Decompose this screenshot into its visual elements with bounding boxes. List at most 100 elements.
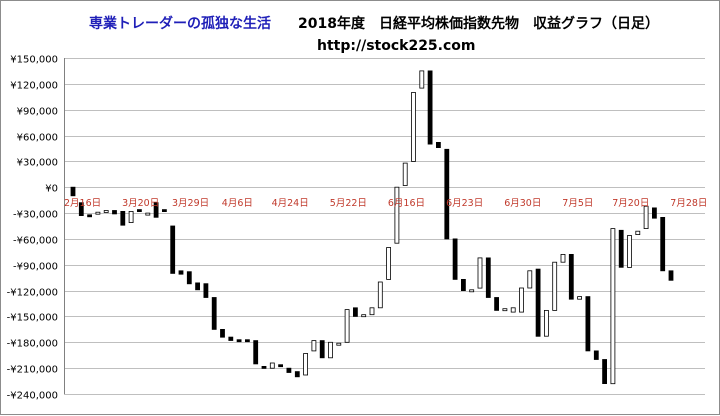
y-tick-label: -¥30,000 (13, 210, 58, 221)
blog-title: 専業トレーダーの孤独な生活 (89, 15, 271, 32)
candle (527, 270, 533, 289)
candle (236, 339, 242, 343)
candle (402, 162, 408, 186)
y-tick-label: -¥210,000 (7, 365, 58, 376)
y-tick-label: -¥120,000 (7, 288, 58, 299)
candle (627, 235, 632, 268)
candle (203, 283, 209, 298)
y-tick-label: ¥60,000 (17, 133, 58, 144)
candle (70, 186, 76, 197)
candle (186, 271, 192, 285)
candle (668, 270, 674, 281)
candle (510, 307, 516, 313)
candle (568, 253, 574, 300)
candle (120, 210, 126, 226)
candle (635, 230, 641, 235)
x-tick-label: 4月6日 (222, 198, 253, 209)
candle (319, 340, 325, 359)
candle (170, 225, 176, 274)
candle (286, 367, 292, 373)
candle (112, 210, 117, 215)
candle (344, 309, 350, 343)
candle (128, 210, 134, 223)
candle (452, 238, 458, 280)
x-tick-label: 6月16日 (388, 198, 425, 209)
x-tick-label: 5月22日 (330, 198, 367, 209)
y-tick-label: -¥60,000 (13, 236, 58, 247)
candle (153, 202, 159, 218)
candle (435, 141, 441, 148)
x-tick-label: 7月5日 (562, 198, 593, 209)
candle (519, 287, 524, 313)
candle (95, 211, 101, 215)
candle (377, 281, 383, 309)
y-tick-label: -¥240,000 (7, 391, 58, 402)
candle (577, 296, 582, 300)
candle (303, 353, 309, 376)
candle (269, 362, 275, 369)
candle (87, 214, 92, 218)
candle (660, 216, 666, 272)
candle (328, 341, 333, 359)
x-tick-label: 3月20日 (122, 198, 159, 209)
candle (261, 365, 267, 369)
x-tick-label: 6月30日 (504, 198, 541, 209)
x-tick-label: 6月23日 (446, 198, 483, 209)
x-tick-label: 3月29日 (172, 198, 209, 209)
candle (253, 340, 259, 365)
y-tick-label: ¥90,000 (17, 107, 58, 118)
candle (652, 207, 657, 219)
candle (220, 328, 225, 338)
candle (411, 92, 416, 162)
y-tick-label: -¥90,000 (13, 262, 58, 273)
candle (477, 257, 483, 289)
candle (211, 297, 217, 330)
candle (136, 209, 142, 213)
candle (602, 359, 607, 385)
candle (427, 70, 433, 145)
x-axis-labels: 2月16日 3月20日 3月29日 4月6日 4月24日 5月22日 6月16日 6月23日 6… (64, 198, 707, 209)
candle (444, 148, 450, 240)
candle (502, 308, 508, 312)
y-tick-label: -¥150,000 (7, 313, 58, 324)
candle (469, 289, 475, 293)
candle (386, 247, 392, 280)
candle (195, 282, 201, 291)
candle (145, 212, 151, 216)
x-tick-label: 4月24日 (272, 198, 309, 209)
candle (460, 278, 466, 291)
chart-title: 2018年度 日経平均株価指数先物 収益グラフ（日足） (298, 15, 659, 32)
x-tick-label: 2月16日 (64, 198, 101, 209)
candles (70, 70, 674, 385)
x-tick-label: 7月28日 (670, 198, 707, 209)
candle (103, 210, 109, 213)
candle (544, 309, 549, 337)
y-tick-label: ¥150,000 (10, 55, 58, 66)
candle (361, 314, 367, 318)
candle (585, 296, 591, 352)
candle (228, 336, 234, 341)
y-tick-label: ¥0 (45, 184, 58, 195)
site-url: http://stock225.com (317, 38, 476, 54)
candle (552, 261, 558, 311)
candle (369, 307, 375, 316)
candle (336, 342, 342, 346)
candle (485, 257, 491, 298)
y-tick-label: ¥120,000 (10, 81, 58, 92)
y-tick-label: -¥180,000 (7, 339, 58, 350)
y-tick-label: ¥30,000 (17, 158, 58, 169)
candle (244, 339, 250, 343)
candle (618, 229, 624, 268)
candle (535, 268, 541, 337)
candle (352, 307, 358, 317)
candle (294, 371, 300, 378)
gridlines (64, 58, 705, 395)
x-tick-label: 7月20日 (612, 198, 649, 209)
candle (419, 70, 425, 89)
y-axis-labels: ¥150,000 ¥120,000 ¥90,000 ¥60,000 ¥30,000 ¥0 -… (7, 55, 58, 402)
candle (161, 209, 167, 213)
candle (278, 364, 284, 368)
candle (494, 297, 500, 311)
